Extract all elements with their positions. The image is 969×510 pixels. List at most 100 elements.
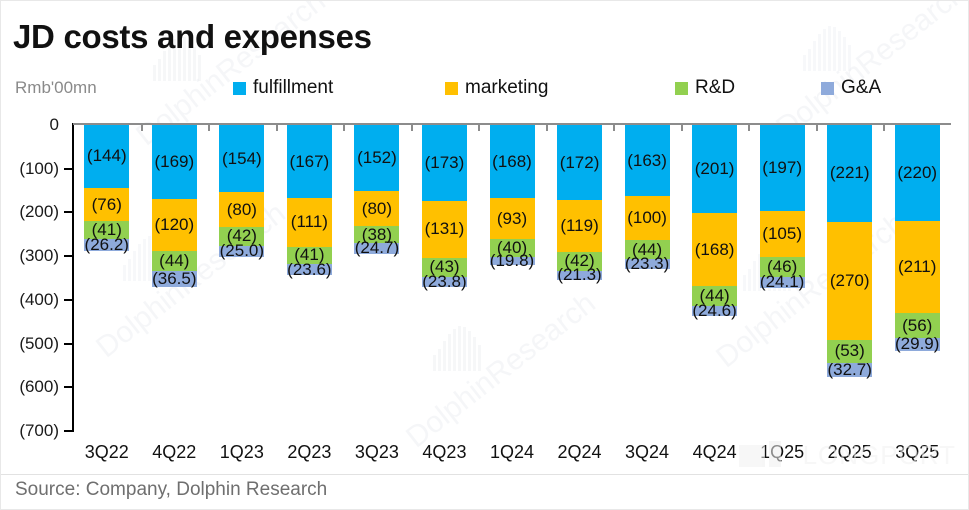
bar-segment-r-d[interactable] xyxy=(219,227,265,246)
x-axis-tick-mark xyxy=(208,123,211,131)
bar-segment-r-d[interactable] xyxy=(286,246,332,265)
bar-segment-fulfillment[interactable] xyxy=(489,125,535,199)
bar-segment-marketing[interactable] xyxy=(354,191,400,227)
bar-segment-fulfillment[interactable] xyxy=(84,125,130,188)
bar-segment-fulfillment[interactable] xyxy=(894,125,940,222)
bar-group[interactable]: (220) (211) (56) (29.9) xyxy=(894,125,940,431)
legend-item-marketing[interactable]: marketing xyxy=(445,77,548,99)
x-axis-tick-mark xyxy=(815,123,818,131)
bar-segment-r-d[interactable] xyxy=(421,257,467,277)
bar-group[interactable]: (221) (270) (53) (32.7) xyxy=(827,125,873,431)
x-axis-tick-mark xyxy=(748,123,751,131)
bar-segment-marketing[interactable] xyxy=(151,198,197,252)
y-axis-labels: 0 (100) (200) (300) (400) (500) (600) (700) xyxy=(1,1,59,509)
bar-segment-marketing[interactable] xyxy=(84,187,130,222)
bar-group[interactable]: (168) (93) (40) (19.8) xyxy=(489,125,535,431)
bar-group[interactable]: (154) (80) (42) (25.0) xyxy=(219,125,265,431)
bar-segment-g-a[interactable] xyxy=(827,362,873,378)
bar-segment-g-a[interactable] xyxy=(151,270,197,287)
bar-group[interactable]: (173) (131) (43) (23.8) xyxy=(421,125,467,431)
bar-segment-g-a[interactable] xyxy=(557,270,603,280)
bar-segment-fulfillment[interactable] xyxy=(557,125,603,201)
bar-segment-fulfillment[interactable] xyxy=(219,125,265,193)
bars-layer: (144) (76) (41) (26.2) (169) (120) (44) (36.5) (… xyxy=(73,125,951,431)
x-axis-label-3q22: 3Q22 xyxy=(84,442,129,462)
bar-segment-r-d[interactable] xyxy=(692,286,738,306)
y-axis-tick-label: (300) xyxy=(19,246,59,266)
bar-segment-marketing[interactable] xyxy=(894,221,940,314)
bar-segment-marketing[interactable] xyxy=(624,196,670,240)
x-axis-tick-mark xyxy=(410,123,413,131)
bar-segment-g-a[interactable] xyxy=(286,264,332,275)
bar-segment-r-d[interactable] xyxy=(759,257,805,278)
bar-group[interactable]: (169) (120) (44) (36.5) xyxy=(151,125,197,431)
bar-segment-fulfillment[interactable] xyxy=(151,125,197,199)
bar-segment-marketing[interactable] xyxy=(286,198,332,247)
bar-segment-marketing[interactable] xyxy=(557,200,603,253)
bar-segment-r-d[interactable] xyxy=(151,251,197,271)
bar-segment-marketing[interactable] xyxy=(827,221,873,340)
bar-group[interactable]: (152) (80) (38) (24.7) xyxy=(354,125,400,431)
bar-segment-g-a[interactable] xyxy=(489,256,535,266)
bar-group[interactable]: (197) (105) (46) (24.1) xyxy=(759,125,805,431)
bar-segment-g-a[interactable] xyxy=(759,277,805,288)
y-axis-tick-mark xyxy=(64,430,73,432)
bar-segment-fulfillment[interactable] xyxy=(624,125,670,197)
bar-segment-fulfillment[interactable] xyxy=(692,125,738,213)
bar-segment-g-a[interactable] xyxy=(624,259,670,270)
x-axis-label-2q23: 2Q23 xyxy=(287,442,332,462)
y-axis-tick-mark xyxy=(64,298,73,301)
bar-segment-g-a[interactable] xyxy=(354,243,400,254)
bar-group[interactable]: (144) (76) (41) (26.2) xyxy=(84,125,130,431)
bar-segment-fulfillment[interactable] xyxy=(286,125,332,198)
legend-item-fulfillment[interactable]: fulfillment xyxy=(233,77,333,99)
bar-segment-fulfillment[interactable] xyxy=(827,125,873,222)
y-axis-tick-label: (200) xyxy=(19,202,59,222)
bar-segment-g-a[interactable] xyxy=(219,245,265,257)
bar-segment-r-d[interactable] xyxy=(624,239,670,260)
y-axis-tick-mark xyxy=(64,386,73,389)
bar-segment-g-a[interactable] xyxy=(84,239,130,251)
x-axis-label-1q23: 1Q23 xyxy=(219,442,264,462)
bar-segment-g-a[interactable] xyxy=(421,276,467,288)
source-note: Source: Company, Dolphin Research xyxy=(15,479,328,500)
x-axis-label-3q23: 3Q23 xyxy=(354,442,399,462)
x-axis-label-3q25: 3Q25 xyxy=(895,442,940,462)
bar-segment-r-d[interactable] xyxy=(354,226,400,244)
bar-segment-r-d[interactable] xyxy=(827,339,873,363)
bar-segment-g-a[interactable] xyxy=(894,337,940,351)
bar-segment-marketing[interactable] xyxy=(219,192,265,228)
y-axis-tick-label: (700) xyxy=(19,421,59,440)
legend-item-r-d[interactable]: R&D xyxy=(675,77,735,99)
x-axis-label-2q25: 2Q25 xyxy=(827,442,872,462)
bar-segment-fulfillment[interactable] xyxy=(421,125,467,201)
x-axis-tick-mark xyxy=(478,123,481,131)
bar-segment-marketing[interactable] xyxy=(421,200,467,258)
legend-label: fulfillment xyxy=(253,77,334,98)
page-title: JD costs and expenses xyxy=(13,18,372,55)
bar-segment-marketing[interactable] xyxy=(692,212,738,287)
legend-swatch-icon xyxy=(233,81,246,95)
bar-segment-marketing[interactable] xyxy=(489,198,535,240)
bar-segment-r-d[interactable] xyxy=(489,239,535,257)
bar-group[interactable]: (163) (100) (44) (23.3) xyxy=(624,125,670,431)
fan-bars-icon xyxy=(803,26,851,71)
legend-item-g-a[interactable]: G&A xyxy=(821,77,881,99)
bar-segment-marketing[interactable] xyxy=(759,211,805,257)
y-axis-tick-label: (600) xyxy=(19,377,59,397)
y-axis-tick-label: (400) xyxy=(19,289,59,309)
bar-segment-r-d[interactable] xyxy=(894,313,940,338)
y-axis-tick-label: (100) xyxy=(19,158,59,178)
bar-group[interactable]: (167) (111) (41) (23.6) xyxy=(286,125,332,431)
bar-segment-r-d[interactable] xyxy=(84,221,130,240)
bar-group[interactable]: (201) (168) (44) (24.6) xyxy=(692,125,738,431)
x-axis-tick-mark xyxy=(275,123,278,131)
bar-group[interactable]: (172) (119) (42) (21.3) xyxy=(557,125,603,431)
bar-segment-r-d[interactable] xyxy=(557,252,603,271)
bar-segment-fulfillment[interactable] xyxy=(759,125,805,212)
watermark-dolphin-5 xyxy=(801,21,861,78)
legend-swatch-icon xyxy=(821,81,834,95)
bar-segment-g-a[interactable] xyxy=(692,305,738,317)
bar-segment-fulfillment[interactable] xyxy=(354,125,400,192)
